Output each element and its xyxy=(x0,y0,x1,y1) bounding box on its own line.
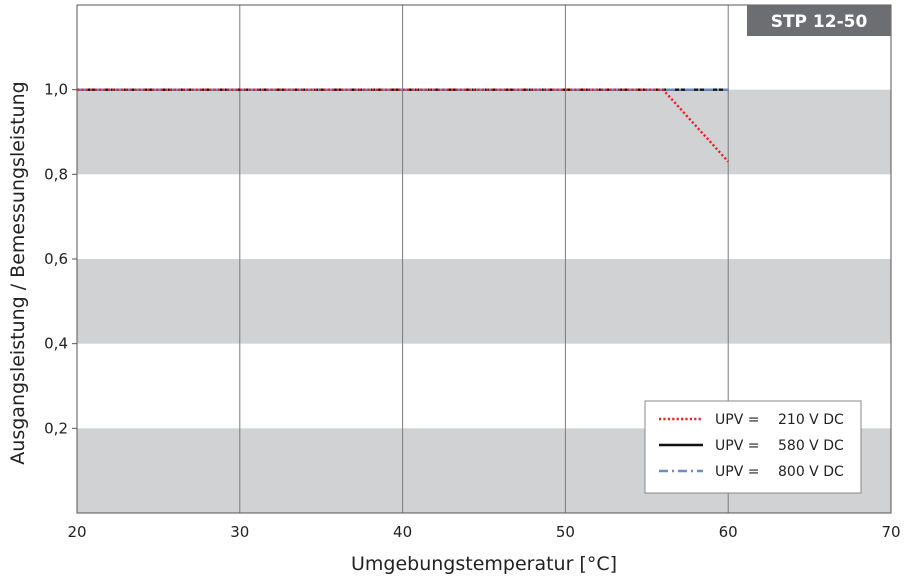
model-badge: STP 12-50 xyxy=(747,5,891,36)
data-series xyxy=(77,88,730,163)
x-tick-label: 60 xyxy=(719,523,738,541)
series-line-0 xyxy=(77,88,730,163)
y-tick-label: 0,4 xyxy=(44,335,68,353)
model-badge-background xyxy=(747,5,891,36)
model-badge-label: STP 12-50 xyxy=(771,12,868,32)
legend-label-value-0: 210 V DC xyxy=(778,412,844,428)
legend: UPV = 210 V DC UPV = 580 V DC UPV = 800 V DC xyxy=(644,400,862,494)
x-tick-label: 50 xyxy=(556,523,575,541)
band-2 xyxy=(77,89,891,175)
x-tick-label: 20 xyxy=(67,523,86,541)
legend-label-value-2: 800 V DC xyxy=(778,464,844,480)
x-tick-label: 70 xyxy=(881,523,900,541)
legend-label-prefix-2: UPV = xyxy=(715,464,759,480)
y-tick-label: 1,0 xyxy=(44,81,68,99)
y-tick-label: 0,8 xyxy=(44,165,68,183)
legend-label-prefix-1: UPV = xyxy=(715,438,759,454)
x-tick-label: 30 xyxy=(230,523,249,541)
legend-label-value-1: 580 V DC xyxy=(778,438,844,454)
y-tick-label: 0,6 xyxy=(44,250,68,268)
legend-box xyxy=(644,400,862,494)
y-tick-label: 0,2 xyxy=(44,419,68,437)
legend-label-prefix-0: UPV = xyxy=(715,412,759,428)
band-1 xyxy=(77,259,891,344)
x-axis-label: Umgebungstemperatur [°C] xyxy=(351,553,617,575)
y-axis-label: Ausgangsleistung / Bemessungsleistung xyxy=(7,81,29,464)
x-axis-ticks: 20 30 40 50 60 70 xyxy=(67,523,900,541)
x-tick-label: 40 xyxy=(393,523,412,541)
y-axis-ticks: 0,2 0,4 0,6 0,8 1,0 xyxy=(44,81,77,437)
